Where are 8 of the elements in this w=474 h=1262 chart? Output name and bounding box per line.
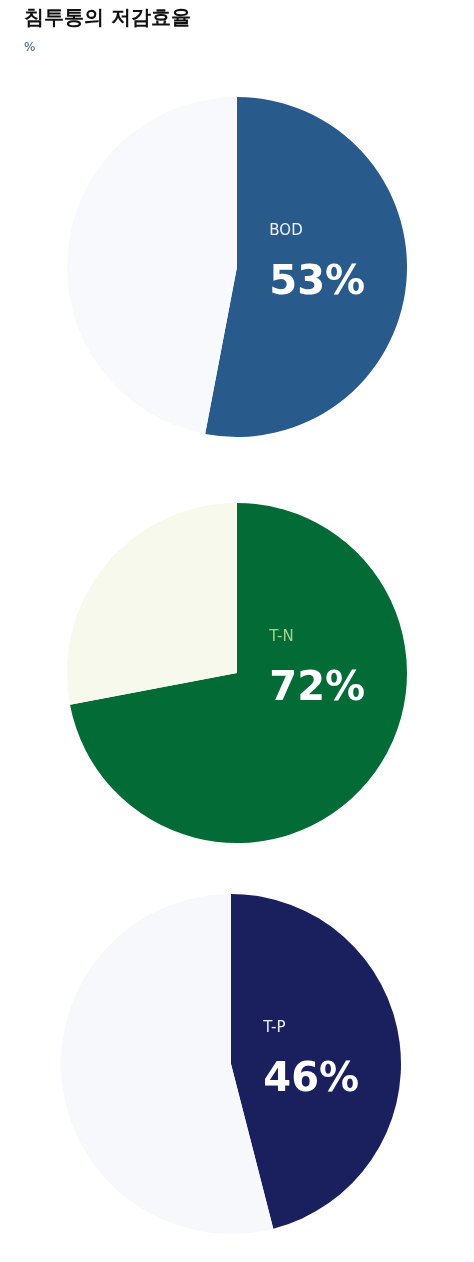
slice-label: T-P: [262, 1018, 286, 1037]
slice-label: BOD: [269, 221, 303, 240]
chart-title: 침투통의 저감효율: [23, 4, 192, 31]
data-label: 53%: [269, 257, 366, 304]
slice-label: T-N: [268, 627, 294, 646]
chart-subtitle: %: [23, 39, 37, 56]
data-label: 72%: [269, 663, 366, 710]
data-label: 46%: [263, 1054, 360, 1101]
